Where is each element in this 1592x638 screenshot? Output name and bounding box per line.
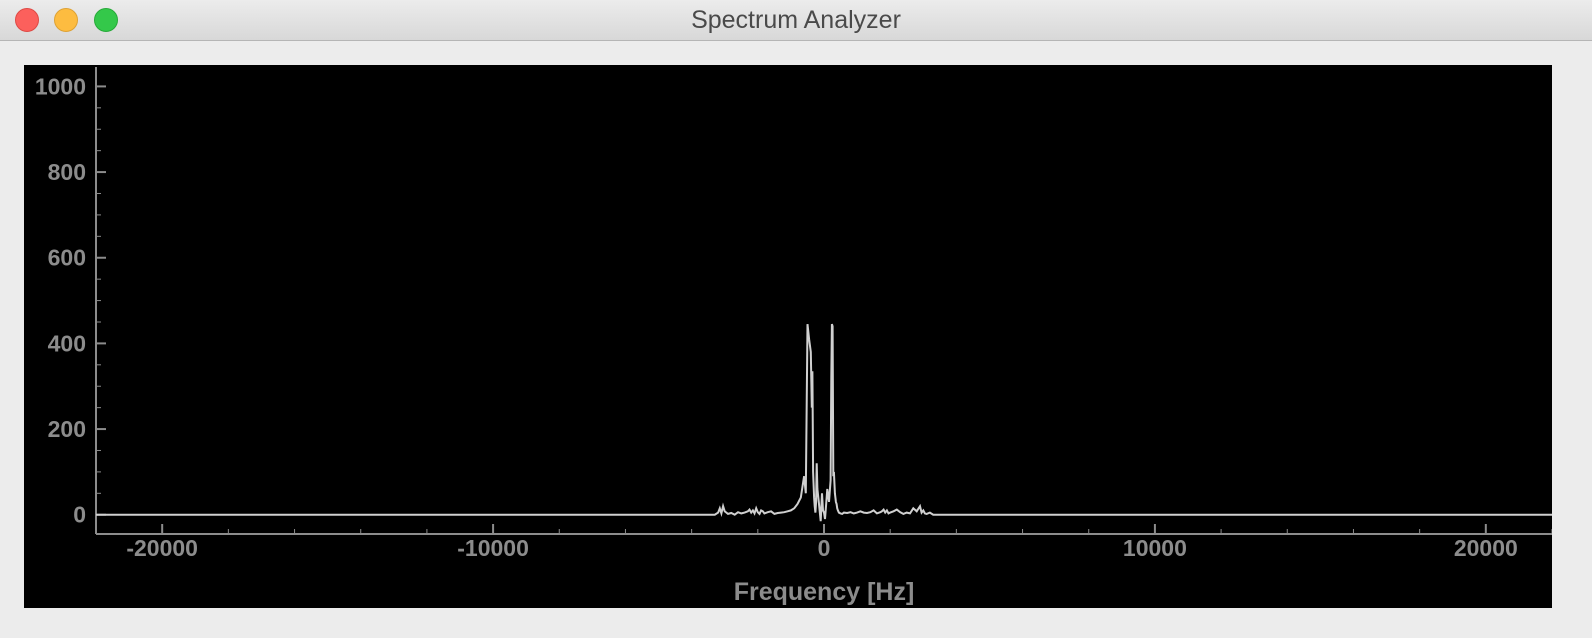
y-tick-label: 400: [48, 330, 86, 356]
spectrum-trace: [96, 323, 1552, 522]
x-tick-label: 10000: [1123, 535, 1187, 561]
spectrum-plot: 0 200 400 600 800 1000 -20000 -10000 0 10000 20000…: [24, 65, 1553, 608]
y-tick-label: 0: [73, 502, 86, 528]
close-window-button[interactable]: [15, 8, 39, 32]
x-tick-label: -20000: [126, 535, 198, 561]
y-tick-label: 800: [48, 159, 86, 185]
title-bar: Spectrum Analyzer: [0, 0, 1592, 41]
y-tick-label: 600: [48, 245, 86, 271]
x-tick-label: -10000: [457, 535, 529, 561]
spectrum-chart: 0 200 400 600 800 1000 -20000 -10000 0 10000 20000…: [35, 67, 1553, 606]
zoom-window-button[interactable]: [94, 8, 118, 32]
x-axis-label: Frequency [Hz]: [734, 578, 915, 606]
x-tick-label: 0: [818, 535, 831, 561]
minimize-window-button[interactable]: [54, 8, 78, 32]
window-title: Spectrum Analyzer: [691, 6, 901, 34]
y-tick-label: 1000: [35, 73, 86, 99]
y-tick-label: 200: [48, 416, 86, 442]
x-tick-label: 20000: [1454, 535, 1518, 561]
